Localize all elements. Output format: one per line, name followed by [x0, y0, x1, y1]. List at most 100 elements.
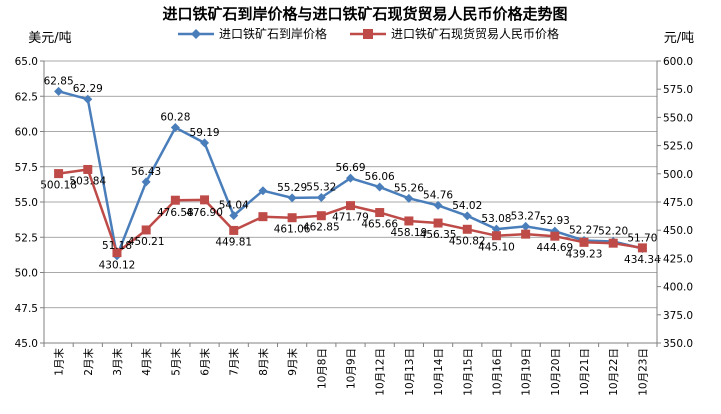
series-2-point — [462, 224, 472, 234]
series-2-data-label: 450.82 — [449, 235, 486, 247]
series-1-point — [258, 186, 268, 196]
series-1-data-label: 55.26 — [394, 182, 424, 194]
x-tick-label: 10月14日 — [433, 348, 445, 396]
series-2-point — [287, 213, 297, 223]
right-tick-label: 425.0 — [663, 253, 693, 265]
series-1-data-label: 51.18 — [102, 240, 132, 252]
right-tick-label: 600.0 — [663, 56, 693, 68]
series-1-point — [83, 94, 93, 104]
series-1-data-label: 62.29 — [73, 83, 103, 95]
right-tick-label: 525.0 — [663, 141, 693, 153]
x-tick-label: 10月9日 — [346, 348, 358, 389]
series-1-data-label: 56.43 — [131, 166, 161, 178]
series-1-data-label: 56.06 — [365, 171, 395, 183]
x-tick-label: 10月12日 — [375, 348, 387, 396]
series-1-data-label: 54.02 — [452, 200, 482, 212]
series-1-data-label: 52.27 — [569, 224, 599, 236]
series-2-point — [258, 212, 268, 222]
x-tick-label: 7月末 — [228, 348, 241, 376]
series-2-data-label: 449.81 — [215, 236, 252, 248]
x-tick-label: 2月末 — [82, 348, 95, 376]
x-tick-label: 10月13日 — [404, 348, 416, 396]
right-axis-unit: 元/吨 — [664, 31, 694, 46]
right-tick-label: 450.0 — [663, 225, 693, 237]
series-1-point — [287, 193, 297, 203]
series-2-data-label: 500.18 — [40, 180, 77, 192]
series-2-data-label: 430.12 — [99, 260, 136, 272]
left-axis-unit: 美元/吨 — [28, 31, 71, 46]
legend-item-series-2: 进口铁矿石现货贸易人民币价格 — [350, 26, 559, 41]
series-1-data-label: 60.28 — [160, 112, 190, 124]
series-2-point — [550, 231, 560, 241]
series-2-point — [229, 225, 239, 235]
series-2-point — [200, 195, 210, 205]
series-1-data-label: 55.29 — [277, 182, 307, 194]
series-1-data-label: 59.19 — [190, 127, 220, 139]
x-tick-label: 10月8日 — [316, 348, 328, 389]
series-2-data-label: 471.79 — [332, 212, 369, 224]
series-2-point — [112, 248, 122, 258]
legend-item-series-1: 进口铁矿石到岸价格 — [178, 26, 327, 41]
series-2-point — [491, 231, 501, 241]
series-1-data-label: 56.69 — [335, 162, 365, 174]
series-2-data-label: 503.84 — [69, 175, 106, 187]
left-tick-label: 60.0 — [15, 127, 38, 139]
series-2-data-label: 444.69 — [536, 242, 573, 254]
series-2-data-label: 445.10 — [478, 242, 515, 254]
left-tick-label: 47.5 — [15, 303, 38, 315]
series-1-data-label: 51.70 — [627, 233, 657, 245]
series-2-point — [608, 238, 618, 248]
series-1-point — [375, 182, 385, 192]
series-1-data-label: 53.27 — [511, 210, 541, 222]
series-2-point — [141, 225, 151, 235]
x-tick-label: 6月末 — [199, 348, 212, 376]
x-tick-label: 4月末 — [140, 348, 153, 376]
series-2-point — [579, 237, 589, 247]
series-2-data-label: 465.66 — [361, 219, 398, 231]
series-2-point — [346, 201, 355, 211]
series-1-point — [229, 211, 239, 221]
series-1-data-label: 62.85 — [44, 75, 74, 87]
series-2-data-label: 476.90 — [186, 207, 223, 219]
x-tick-label: 10月16日 — [491, 348, 503, 396]
series-1-point — [521, 221, 531, 231]
series-2-data-label: 434.34 — [624, 254, 661, 266]
legend-label-series-1: 进口铁矿石到岸价格 — [219, 26, 327, 41]
x-tick-label: 9月末 — [286, 348, 299, 376]
series-2-data-label: 450.21 — [128, 236, 165, 248]
right-tick-label: 550.0 — [663, 112, 693, 124]
series-1-point — [54, 86, 64, 96]
series-2-point — [521, 229, 531, 239]
series-1-point — [462, 211, 472, 221]
right-tick-label: 575.0 — [663, 84, 693, 96]
x-tick-label: 10月15日 — [462, 348, 474, 396]
left-tick-label: 52.5 — [15, 232, 38, 244]
series-2-data-label: 461.06 — [274, 224, 311, 236]
series-1-point — [316, 192, 326, 202]
x-tick-label: 10月20日 — [550, 348, 562, 396]
series-1-point — [141, 177, 151, 187]
x-tick-label: 10月23日 — [637, 348, 649, 396]
left-axis-ticks: 45.0 47.5 50.0 52.5 55.0 57.5 60.0 62.5 65.0 — [15, 56, 44, 350]
x-tick-label: 10月19日 — [521, 348, 533, 396]
left-tick-label: 45.0 — [15, 338, 38, 350]
series-1-data-label: 52.20 — [598, 225, 628, 237]
x-tick-label: 10月22日 — [608, 348, 620, 396]
legend-marker-series-1 — [191, 29, 201, 39]
series-1-data-label: 55.32 — [306, 181, 336, 193]
chart-title: 进口铁矿石到岸价格与进口铁矿石现货贸易人民币价格走势图 — [162, 5, 567, 23]
series-1-data-label: 54.04 — [219, 200, 249, 212]
right-tick-label: 375.0 — [663, 310, 693, 322]
series-2-data-label: 458.19 — [391, 227, 428, 239]
series-1-data-label: 54.76 — [423, 189, 453, 201]
x-tick-label: 8月末 — [257, 348, 270, 376]
series-2-point — [404, 216, 414, 226]
series-2-point — [637, 243, 647, 253]
series-1-data-label: 52.93 — [540, 215, 570, 227]
series-1-data-label: 53.08 — [481, 213, 511, 225]
series-2-point — [83, 164, 93, 174]
series-2-point — [375, 208, 385, 218]
left-tick-label: 65.0 — [15, 56, 38, 68]
